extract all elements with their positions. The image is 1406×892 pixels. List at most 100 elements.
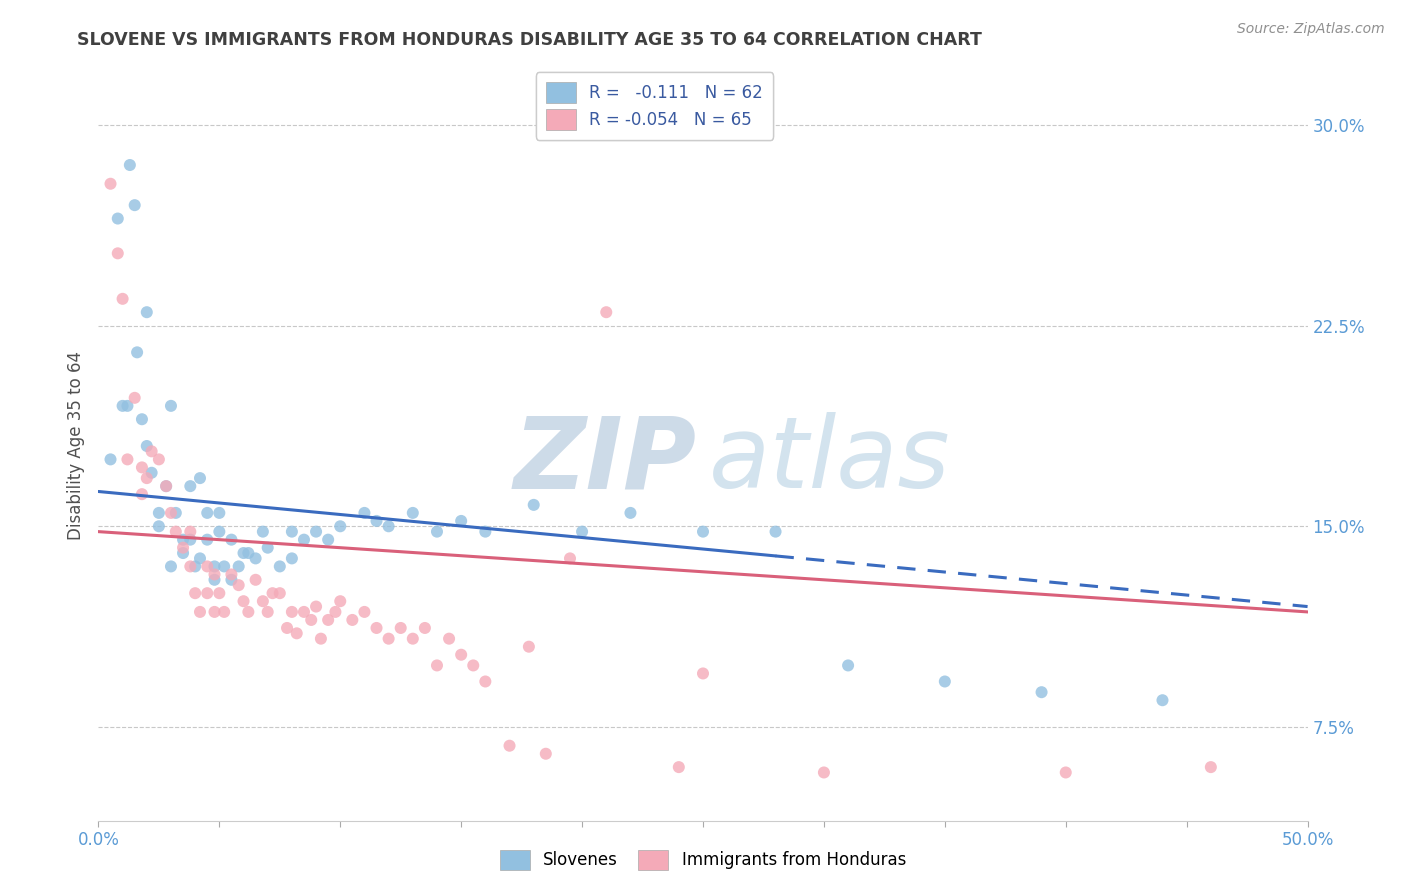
Point (474, 524, 496, 539)
Point (221, 533, 243, 547)
Text: atlas: atlas (709, 412, 950, 509)
Point (184, 586, 207, 600)
Point (195, 586, 218, 600)
Point (131, 412, 153, 426)
Point (813, 765, 835, 780)
Point (135, 471, 157, 485)
Point (1152, 693, 1174, 707)
Point (934, 674, 956, 689)
Point (172, 541, 194, 555)
Point (571, 524, 593, 539)
Point (389, 621, 412, 635)
Point (299, 613, 322, 627)
Point (450, 514, 472, 528)
Point (281, 524, 304, 539)
Point (437, 632, 460, 646)
Point (342, 613, 364, 627)
Point (534, 747, 557, 761)
Point (107, 246, 129, 260)
Point (100, 177, 122, 191)
Point (256, 605, 278, 619)
Point (256, 541, 278, 555)
Point (1031, 685, 1053, 699)
Point (188, 605, 211, 619)
Point (204, 559, 226, 574)
Point (292, 605, 315, 619)
Point (204, 573, 226, 587)
Point (269, 559, 291, 574)
Point (131, 487, 153, 501)
Point (160, 399, 183, 413)
Legend: Slovenes, Immigrants from Honduras: Slovenes, Immigrants from Honduras (494, 843, 912, 877)
Point (1199, 760, 1222, 774)
Point (188, 551, 211, 566)
Point (232, 546, 254, 560)
Point (172, 546, 194, 560)
Point (221, 573, 243, 587)
Point (402, 632, 425, 646)
Point (498, 739, 520, 753)
Point (377, 519, 399, 533)
Point (117, 452, 139, 467)
Point (135, 305, 157, 319)
Point (353, 506, 375, 520)
Point (463, 658, 485, 673)
Y-axis label: Disability Age 35 to 64: Disability Age 35 to 64 (66, 351, 84, 541)
Point (1054, 765, 1077, 780)
Point (204, 605, 226, 619)
Point (426, 658, 449, 673)
Point (131, 460, 153, 475)
Point (668, 760, 690, 774)
Point (245, 551, 267, 566)
Point (292, 533, 315, 547)
Point (195, 559, 218, 574)
Point (281, 551, 304, 566)
Point (148, 452, 170, 467)
Point (111, 292, 134, 306)
Point (252, 524, 274, 539)
Point (517, 640, 540, 654)
Point (124, 198, 146, 212)
Point (111, 399, 134, 413)
Point (195, 533, 218, 547)
Point (285, 626, 308, 640)
Point (245, 573, 267, 587)
Point (595, 305, 617, 319)
Point (619, 506, 641, 520)
Point (208, 586, 231, 600)
Point (135, 439, 157, 453)
Point (148, 506, 170, 520)
Point (195, 506, 218, 520)
Point (252, 594, 274, 608)
Point (204, 567, 226, 582)
Point (188, 471, 211, 485)
Point (160, 506, 183, 520)
Point (450, 648, 472, 662)
Point (160, 559, 183, 574)
Point (184, 559, 207, 574)
Point (212, 559, 235, 574)
Point (366, 621, 388, 635)
Point (179, 559, 201, 574)
Point (208, 506, 231, 520)
Point (228, 578, 250, 592)
Point (141, 444, 163, 458)
Point (179, 524, 201, 539)
Legend: R =   -0.111   N = 62, R = -0.054   N = 65: R = -0.111 N = 62, R = -0.054 N = 65 (536, 72, 773, 139)
Point (100, 452, 122, 467)
Point (309, 632, 332, 646)
Point (238, 546, 260, 560)
Point (155, 479, 177, 493)
Point (179, 479, 201, 493)
Point (141, 466, 163, 480)
Point (118, 158, 141, 172)
Point (208, 524, 231, 539)
Point (316, 613, 339, 627)
Point (366, 514, 388, 528)
Point (426, 524, 449, 539)
Point (117, 399, 139, 413)
Text: ZIP: ZIP (515, 412, 697, 509)
Point (523, 498, 546, 512)
Point (377, 632, 399, 646)
Point (402, 506, 425, 520)
